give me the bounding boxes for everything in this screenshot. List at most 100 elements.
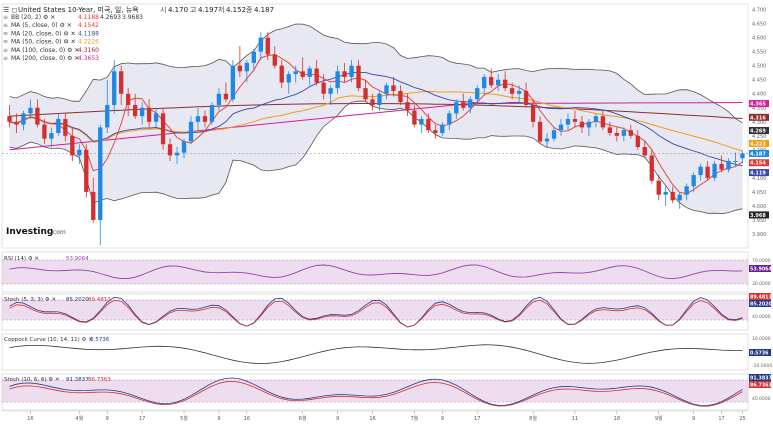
candle-body — [202, 116, 208, 122]
stoch1-k-value: 85.2020 — [66, 297, 89, 303]
bollinger-lower-line — [9, 100, 743, 215]
legend-value: 4.3653 — [78, 55, 99, 62]
candle-body — [398, 90, 403, 103]
candle-body — [195, 116, 201, 122]
watermark-brand: Investing — [6, 227, 53, 237]
ma20-line — [9, 71, 743, 167]
price-tag-label: 4.269 — [750, 128, 766, 134]
time-tick-label: 25 — [739, 416, 745, 422]
candle-body — [384, 85, 389, 94]
candle-body — [14, 121, 19, 125]
time-tick-label: 9 — [692, 416, 695, 422]
candle-body — [579, 121, 585, 128]
panel-icons[interactable]: ☰ ◻ — [3, 6, 17, 14]
candle-body — [516, 90, 522, 94]
coppock-axis-neg10: -10.0000 — [752, 363, 772, 369]
ma50-line — [9, 90, 743, 152]
candle-body — [489, 76, 494, 86]
candle-body — [740, 153, 745, 159]
time-tick-label: 5월 — [180, 415, 188, 422]
price-tick-label: 3.950 — [752, 218, 766, 224]
candle-body — [496, 79, 501, 86]
candle-body — [649, 155, 654, 181]
candle-body — [726, 161, 731, 170]
candle-body — [544, 138, 550, 142]
legend-label: BB (20, 2) ⚙ ✕ — [11, 14, 55, 21]
stoch1-d-tag-box — [749, 293, 771, 300]
candle-body — [614, 133, 620, 136]
coppock-axis-10: 10.0000 — [752, 336, 771, 342]
candle-body — [642, 147, 647, 156]
price-panel-frame — [1, 3, 749, 249]
candle-body — [91, 191, 96, 220]
coppock-tag: 0.5736 — [750, 351, 769, 357]
time-tick-label: 18 — [614, 416, 620, 422]
price-tag-box — [749, 100, 769, 108]
ma100-line — [9, 103, 743, 119]
candle-body — [482, 76, 487, 89]
candle-body — [656, 180, 661, 195]
candle-body — [258, 37, 263, 52]
price-tick-label: 4.350 — [752, 106, 766, 112]
price-tick-label: 4.500 — [752, 64, 766, 70]
price-tick-label: 4.300 — [752, 120, 766, 126]
close-value: 4.187 — [254, 6, 274, 14]
candle-body — [370, 99, 375, 105]
stoch1-d-line — [9, 299, 743, 328]
candle-body — [705, 166, 710, 178]
candle-body — [300, 71, 305, 77]
rsi-label: RSI (14) ⚙ ✕ — [4, 256, 39, 262]
candle-body — [670, 191, 675, 201]
candle-body — [537, 121, 543, 142]
time-tick-label: 9 — [217, 416, 220, 422]
price-tag-label: 4.365 — [750, 102, 766, 108]
candle-body — [621, 130, 626, 136]
symbol-title: United States 10-Year, 미국, 일, 뉴욕 — [18, 5, 139, 14]
candle-body — [684, 186, 689, 195]
candle-body — [454, 102, 459, 114]
candle-body — [160, 113, 166, 145]
high-value: 4.197 — [198, 6, 218, 14]
candle-body — [558, 124, 564, 131]
candle-body — [265, 37, 270, 55]
candle-body — [146, 107, 152, 122]
legend-label: MA (20, close, 0) ⚙ ✕ — [11, 30, 76, 37]
candle-body — [628, 130, 633, 136]
time-tick-label: 6월 — [299, 415, 307, 422]
price-tag-label: 4.154 — [750, 161, 766, 167]
ma200-line — [9, 102, 743, 151]
candle-body — [21, 113, 26, 125]
candle-body — [293, 71, 298, 75]
candle-body — [237, 65, 243, 72]
candle-body — [35, 107, 40, 125]
stoch2-axis-40: 40.0000 — [752, 396, 771, 402]
time-tick-label: 11 — [572, 416, 578, 422]
candle-body — [733, 161, 738, 163]
time-tick-label: 17 — [718, 416, 724, 422]
candle-body — [49, 133, 54, 139]
price-tick-label: 4.550 — [752, 50, 766, 56]
ma5-line — [9, 54, 743, 195]
time-tick-label: 17 — [474, 416, 480, 422]
candle-body — [42, 124, 47, 139]
candle-body — [530, 104, 536, 122]
price-tick-label: 4.450 — [752, 78, 766, 84]
candle-body — [461, 102, 466, 108]
candle-body — [77, 149, 82, 156]
time-tick-label: 17 — [139, 416, 145, 422]
price-tick-label: 4.600 — [752, 36, 766, 42]
time-tick-label: 16 — [369, 416, 375, 422]
price-tick-label: 4.050 — [752, 190, 766, 196]
price-tag-box — [749, 113, 769, 121]
legend-drag-handle: ≡ — [3, 30, 8, 37]
candle-body — [607, 127, 613, 134]
stoch-5-3-3-panel: Stoch (5, 3, 3) ⚙ ✕ 85.2020 89.4813 89.4813… — [1, 293, 773, 331]
time-tick-label: 16 — [244, 416, 250, 422]
candle-body — [447, 113, 452, 125]
rsi-axis-30: 30.0000 — [752, 281, 771, 287]
legend-value: 4.3160 — [78, 47, 99, 54]
coppock-line — [9, 344, 743, 364]
time-tick-label: 9 — [106, 416, 109, 422]
price-tag-box — [749, 169, 769, 177]
candle-body — [551, 130, 557, 139]
